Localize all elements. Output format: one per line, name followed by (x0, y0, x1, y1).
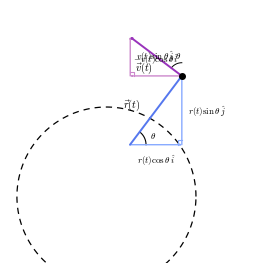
Text: $v(t)\sin\theta\,\hat{j}$: $v(t)\sin\theta\,\hat{j}$ (136, 49, 174, 64)
Text: $\vec{v}(t)$: $\vec{v}(t)$ (134, 61, 152, 76)
Text: $\theta$: $\theta$ (175, 52, 181, 61)
Text: $\theta$: $\theta$ (150, 131, 156, 141)
Text: $r(t)\sin\theta\,\hat{j}$: $r(t)\sin\theta\,\hat{j}$ (188, 104, 226, 119)
Text: $r(t)\cos\theta\,\hat{i}$: $r(t)\cos\theta\,\hat{i}$ (137, 153, 175, 168)
Text: $\vec{r}(t)$: $\vec{r}(t)$ (123, 98, 140, 113)
Text: $-v(t)\cos\theta\,\hat{i}$: $-v(t)\cos\theta\,\hat{i}$ (133, 53, 179, 67)
